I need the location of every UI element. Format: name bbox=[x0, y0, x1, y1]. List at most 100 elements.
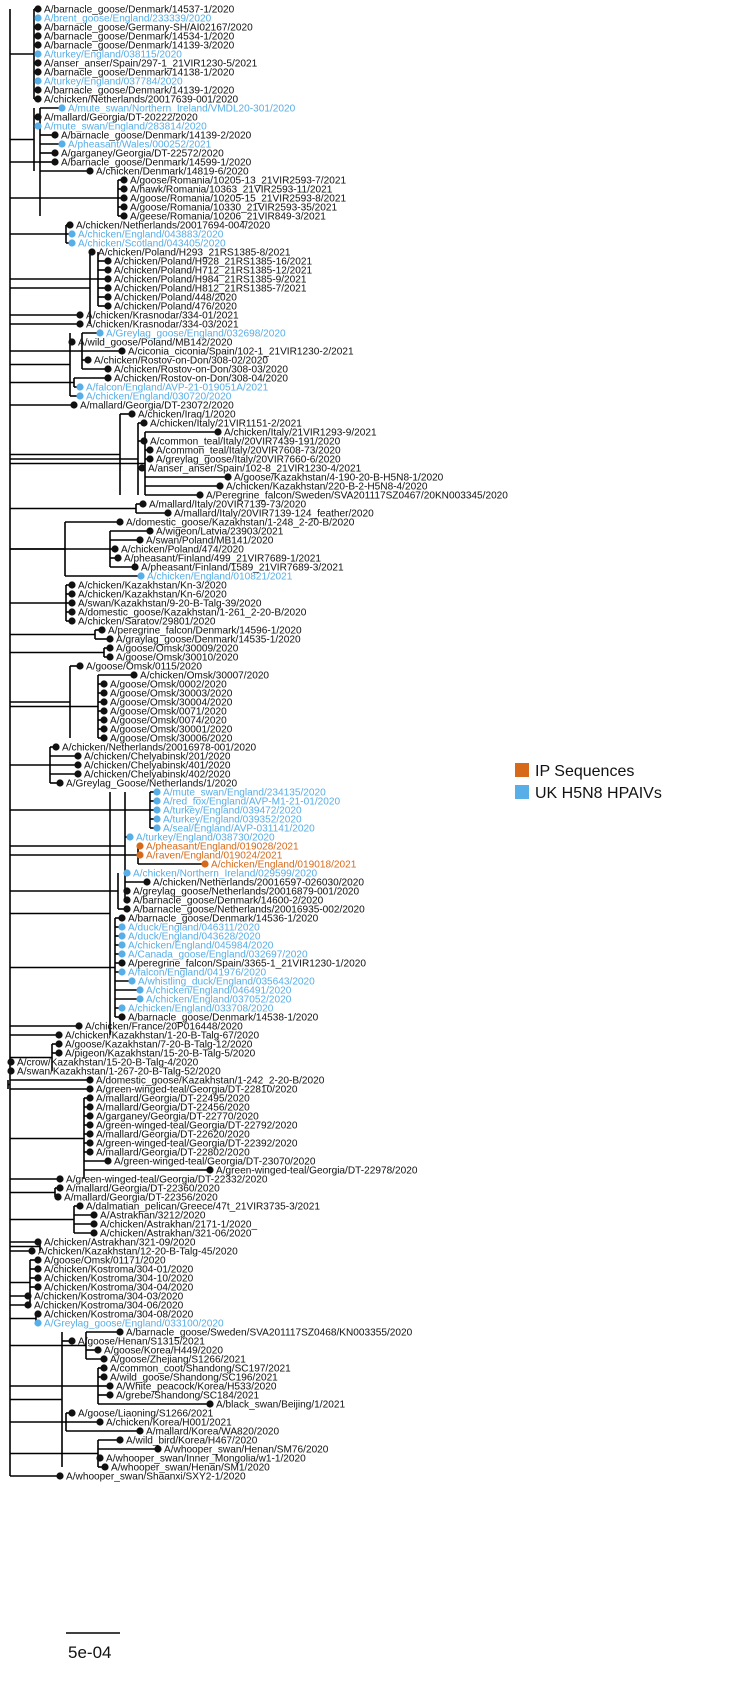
tip-label: A/mallard/Georgia/DT-22356/2020 bbox=[64, 1193, 218, 1204]
tip-marker bbox=[123, 905, 131, 913]
tip-marker bbox=[216, 482, 224, 490]
tip-marker bbox=[68, 239, 76, 247]
tip-marker bbox=[100, 734, 108, 742]
tip-marker bbox=[86, 1085, 94, 1093]
tip-marker bbox=[34, 122, 42, 130]
tip-label: A/green-winged-teal/Georgia/DT-22792/202… bbox=[96, 1121, 298, 1132]
tip-marker bbox=[76, 392, 84, 400]
tip-marker bbox=[123, 887, 131, 895]
tip-marker bbox=[153, 815, 161, 823]
tip-marker bbox=[34, 5, 42, 13]
tip-marker bbox=[146, 455, 154, 463]
tip-marker bbox=[101, 1463, 109, 1471]
tip-marker bbox=[136, 851, 144, 859]
tip-marker bbox=[86, 1121, 94, 1129]
tip-label: A/wild_goose/Shandong/SC196/2021 bbox=[110, 1373, 278, 1384]
tip-label: A/chicken/Astrakhan/2171-1/2020_ bbox=[100, 1220, 258, 1231]
tip-label: A/greylag_goose/Italy/20VIR7660-6/2020 bbox=[156, 455, 341, 466]
tip-marker bbox=[104, 293, 112, 301]
tip-marker bbox=[55, 1031, 63, 1039]
tip-label: A/barnacle_goose/Denmark/14138-1/2020 bbox=[44, 68, 235, 79]
tip-marker bbox=[153, 797, 161, 805]
tip-label: A/barnacle_goose/Denmark/14534-1/2020 bbox=[44, 32, 235, 43]
tip-label: A/raven/England/019024/2021 bbox=[146, 851, 283, 862]
tip-label: A/turkey/England/038115/2020 bbox=[44, 50, 182, 61]
tip-marker bbox=[56, 1184, 64, 1192]
tip-marker bbox=[118, 923, 126, 931]
tip-label: A/chicken/Northern_Ireland/029599/2020 bbox=[133, 869, 317, 880]
tip-marker bbox=[66, 221, 74, 229]
tip-marker bbox=[86, 1148, 94, 1156]
legend: IP Sequences UK H5N8 HPAIVs bbox=[515, 763, 662, 802]
tip-marker bbox=[104, 257, 112, 265]
tip-label: A/White_peacock/Korea/H533/2020 bbox=[116, 1382, 277, 1393]
tip-label: A/barnacle_goose/Denmark/14600-2/2020 bbox=[133, 896, 324, 907]
tip-marker bbox=[86, 1130, 94, 1138]
tip-marker bbox=[136, 1427, 144, 1435]
tip-label: A/mallard/Georgia/DT-22802/2020 bbox=[96, 1148, 250, 1159]
tip-marker bbox=[34, 23, 42, 31]
tip-label: A/pheasant/England/019028/2021 bbox=[146, 842, 299, 853]
tip-label: A/anser_anser/Spain/102-8_21VIR1230-4/20… bbox=[148, 464, 362, 475]
tip-marker bbox=[58, 140, 66, 148]
tip-label: A/pheasant/Finland/1589_21VIR7689-3/2021 bbox=[141, 563, 344, 574]
tip-label: A/falcon/England/AVP-21-019051A/2021 bbox=[86, 383, 269, 394]
tip-label: A/chicken/Netherlands/20016978-001/2020 bbox=[62, 743, 257, 754]
tip-marker bbox=[224, 473, 232, 481]
tip-label: A/chicken/Kostroma/304-06/2020 bbox=[34, 1301, 184, 1312]
tip-label: A/turkey/England/039472/2020 bbox=[163, 806, 302, 817]
tip-label: A/barnacle_goose/Denmark/14537-1/2020 bbox=[44, 5, 235, 16]
tip-label: A/chicken/Poland/H812_21RS1385-7/2021 bbox=[114, 284, 307, 295]
tip-label: A/goose/Liaoning/S1266/2021 bbox=[78, 1409, 214, 1420]
legend-swatch-uk bbox=[515, 785, 529, 799]
tip-marker bbox=[58, 104, 66, 112]
tip-label: A/mallard/Georgia/DT-23072/2020 bbox=[80, 401, 234, 412]
tip-label: A/barnacle_goose/Netherlands/20016935-00… bbox=[133, 905, 365, 916]
tip-marker bbox=[153, 788, 161, 796]
tip-marker bbox=[51, 158, 59, 166]
tip-label: A/barnacle_goose/Denmark/14139-3/2020 bbox=[44, 41, 235, 52]
tip-label: A/green-winged-teal/Georgia/DT-22978/202… bbox=[216, 1166, 418, 1177]
tip-marker bbox=[94, 1346, 102, 1354]
tip-label: A/pheasant/Wales/000252/2021 bbox=[68, 140, 212, 151]
tip-label: A/mallard/Georgia/DT-22495/2020 bbox=[96, 1094, 250, 1105]
tip-label: A/goose/Omsk/30003/2020 bbox=[110, 689, 233, 700]
tip-label: A/chicken/Poland/448/2020 bbox=[114, 293, 237, 304]
tip-marker bbox=[100, 707, 108, 715]
tip-marker bbox=[104, 374, 112, 382]
tip-marker bbox=[118, 968, 126, 976]
legend-label-uk: UK H5N8 HPAIVs bbox=[535, 785, 662, 802]
tip-marker bbox=[118, 1004, 126, 1012]
tip-label: A/chicken/Italy/21VIR1151-2/2021 bbox=[150, 419, 302, 430]
tip-marker bbox=[120, 203, 128, 211]
tip-marker bbox=[55, 1040, 63, 1048]
tip-marker bbox=[128, 977, 136, 985]
tip-label: A/chicken/Denmark/14819-6/2020 bbox=[96, 167, 249, 178]
tip-label: A/goose/Omsk/30010/2020 bbox=[116, 653, 239, 664]
tip-label: A/pigeon/Kazakhstan/15-20-B-Talg-5/2020 bbox=[65, 1049, 256, 1060]
tip-marker bbox=[34, 113, 42, 121]
tip-label: A/swan/Kazakhstan/9-20-B-Talg-39/2020 bbox=[78, 599, 262, 610]
tip-marker bbox=[34, 1319, 42, 1327]
tip-label: A/green-winged-teal/Georgia/DT-22810/202… bbox=[96, 1085, 298, 1096]
tip-marker bbox=[196, 491, 204, 499]
tip-label: A/chicken/England/019018/2021 bbox=[211, 860, 357, 871]
tip-marker bbox=[34, 68, 42, 76]
tip-label: A/goose/Omsk/30006/2020 bbox=[110, 734, 233, 745]
tip-label: A/chicken/Chelyabinsk/401/2020 bbox=[84, 761, 231, 772]
tip-label: A/green-winged-teal/Georgia/DT-22392/202… bbox=[96, 1139, 298, 1150]
tip-label: A/chicken/England/030720/2020 bbox=[86, 392, 232, 403]
tip-label: A/garganey/Georgia/DT-22572/2020 bbox=[61, 149, 224, 160]
tip-marker bbox=[56, 1175, 64, 1183]
tip-label: A/chicken/Rostov-on-Don/308-03/2020 bbox=[114, 365, 288, 376]
tip-label: A/green-winged-teal/Georgia/DT-22332/202… bbox=[66, 1175, 268, 1186]
tip-label: A/domestic_goose/Kazakhstan/1-248_2-20-B… bbox=[126, 518, 355, 529]
scale-bar-label: 5e-04 bbox=[68, 1643, 111, 1662]
tip-label: A/goose/Omsk/0002/2020 bbox=[110, 680, 227, 691]
tip-marker bbox=[104, 302, 112, 310]
tip-label: A/goose/Omsk/0115/2020 bbox=[86, 662, 202, 673]
tip-label: A/goose/Omsk/01171/2020 bbox=[44, 1256, 166, 1267]
tip-marker bbox=[55, 1049, 63, 1057]
